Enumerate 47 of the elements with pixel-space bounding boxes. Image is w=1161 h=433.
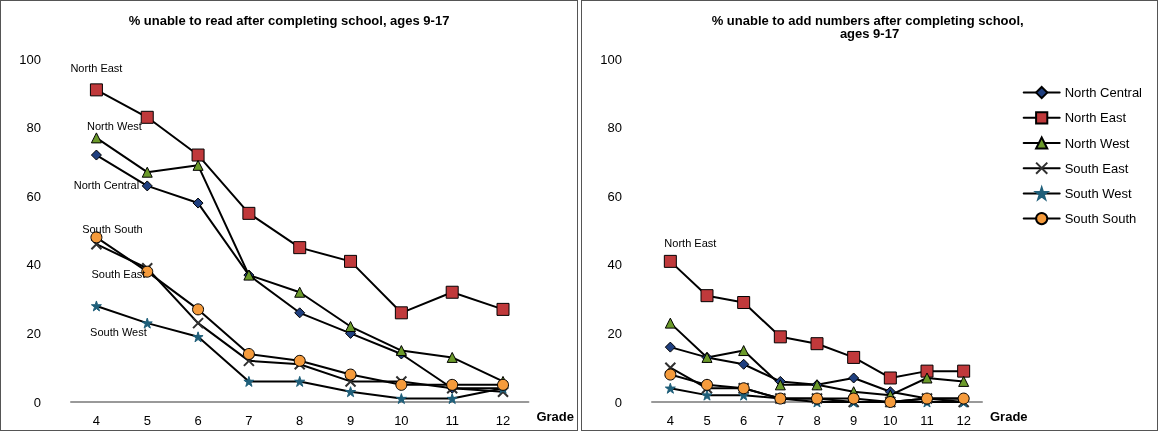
x-tick-label: 11 — [445, 413, 459, 428]
x-tick-label: 8 — [296, 413, 304, 428]
y-tick-label: 20 — [26, 325, 41, 341]
legend-label: North East — [1064, 110, 1127, 126]
y-tick-label: 20 — [607, 325, 622, 341]
x-tick-label: 10 — [394, 413, 409, 428]
chart-title: % unable to add numbers after completing school, ages 9-17 — [711, 13, 1028, 41]
annotation: North East — [664, 237, 717, 250]
chart-title: % unable to read after completing school, ages 9-17 — [128, 13, 450, 28]
x-tick-label: 6 — [194, 413, 202, 428]
y-tick-label: 60 — [607, 188, 622, 204]
x-tick-label: 8 — [813, 413, 821, 428]
x-tick-label: 7 — [245, 413, 253, 428]
series-label: North West — [87, 119, 142, 132]
x-axis-title: Grade — [536, 409, 575, 424]
x-axis-title: Grade — [990, 409, 1028, 424]
x-tick-label: 4 — [666, 413, 674, 428]
x-tick-label: 4 — [92, 413, 101, 428]
y-tick-label: 40 — [26, 257, 41, 273]
y-tick-label: 100 — [19, 51, 41, 67]
x-tick-label: 12 — [956, 413, 971, 428]
series-label: North East — [70, 61, 123, 74]
y-tick-label: 100 — [600, 51, 622, 67]
y-tick-label: 80 — [607, 120, 622, 136]
y-tick-label: 0 — [614, 394, 622, 410]
y-tick-label: 40 — [607, 257, 622, 273]
legend-label: South West — [1064, 185, 1133, 201]
x-tick-label: 9 — [850, 413, 858, 428]
y-tick-label: 0 — [33, 394, 41, 410]
x-tick-label: 7 — [776, 413, 784, 428]
series-label: South South — [82, 223, 143, 236]
legend-label: South South — [1064, 211, 1137, 227]
y-tick-label: 80 — [26, 120, 41, 136]
x-tick-label: 11 — [920, 413, 934, 428]
x-tick-label: 5 — [143, 413, 151, 428]
x-tick-label: 10 — [883, 413, 898, 428]
y-tick-label: 60 — [26, 188, 41, 204]
x-tick-label: 6 — [740, 413, 748, 428]
legend-label: North West — [1064, 135, 1130, 151]
legend-label: South East — [1064, 160, 1129, 176]
series-label: South West — [90, 325, 147, 338]
x-tick-label: 5 — [703, 413, 711, 428]
x-tick-label: 12 — [495, 413, 511, 428]
x-tick-label: 9 — [346, 413, 355, 428]
series-label: North Central — [73, 179, 140, 192]
series-label: South East — [91, 268, 146, 281]
legend-label: North Central — [1064, 85, 1143, 101]
